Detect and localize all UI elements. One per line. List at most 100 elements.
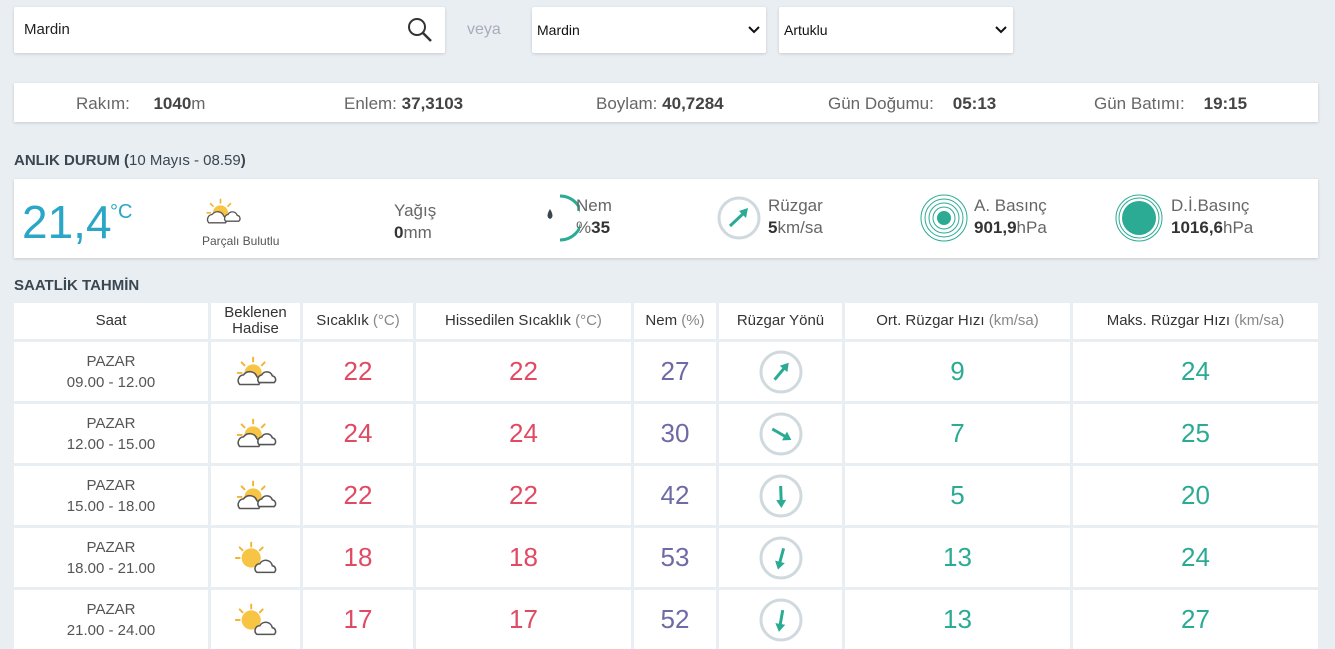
humidity-cell: 53: [634, 528, 716, 587]
search-box[interactable]: Mardin: [14, 7, 445, 53]
time-range: 21.00 - 24.00: [66, 621, 156, 639]
time-text: PAZAR 15.00 - 18.00: [67, 475, 155, 517]
wind-avg-cell: 5: [845, 466, 1070, 525]
wind-max: 24: [1181, 542, 1210, 572]
time-cell: PAZAR 15.00 - 18.00: [14, 466, 208, 525]
column-unit: (°C): [372, 312, 400, 329]
header-cell: Hissedilen Sıcaklık (°C): [416, 303, 631, 339]
wind-avg-cell: 13: [845, 590, 1070, 649]
header-text: Sıcaklık (°C): [316, 313, 400, 329]
wind-max-cell: 20: [1073, 466, 1318, 525]
info-item: Enlem: 37,3103: [344, 94, 464, 113]
time-text: PAZAR 21.00 - 24.00: [67, 599, 155, 641]
weather-icon: [232, 416, 280, 452]
time-range: 12.00 - 15.00: [66, 435, 156, 453]
district-value: Artuklu: [784, 22, 828, 38]
header-text: Saat: [96, 313, 127, 329]
wind-max-cell: 27: [1073, 590, 1318, 649]
time-cell: PAZAR 12.00 - 15.00: [14, 404, 208, 463]
search-input[interactable]: Mardin: [24, 21, 70, 38]
feels-cell: 17: [416, 590, 631, 649]
weather-icon: [232, 540, 280, 576]
chevron: [748, 26, 760, 34]
info-item: Boylam: 40,7284: [596, 94, 724, 113]
feels-cell: 22: [416, 342, 631, 401]
wind-icon: [717, 196, 761, 240]
temperature-unit: °C: [110, 201, 133, 223]
wind-avg: 13: [943, 542, 972, 572]
time-range: 15.00 - 18.00: [66, 497, 156, 515]
feels-like: 22: [509, 480, 538, 510]
humidity: 27: [660, 356, 690, 386]
icon-cell: [211, 590, 300, 649]
icon-cell: [211, 528, 300, 587]
wind-avg-cell: 9: [845, 342, 1070, 401]
humidity: 42: [660, 480, 690, 510]
temp-cell: 22: [303, 466, 413, 525]
wind-avg: 7: [950, 418, 965, 448]
wind-direction: [759, 350, 802, 393]
current-panel: 21,4 °C Parçalı Bulutlu Yağış 0mm Nem %35 …: [14, 179, 1318, 258]
header-text: Nem (%): [645, 313, 704, 329]
day: PAZAR: [86, 476, 136, 494]
district-select[interactable]: Artuklu: [779, 7, 1013, 53]
header-cell: Sıcaklık (°C): [303, 303, 413, 339]
header-text: Ort. Rüzgar Hızı (km/sa): [876, 313, 1039, 329]
time-text: PAZAR 18.00 - 21.00: [67, 537, 155, 579]
wind-dir-cell: [719, 404, 842, 463]
column-name: Ort. Rüzgar Hızı: [876, 312, 985, 329]
column-name: Hissedilen Sıcaklık: [445, 312, 571, 329]
column-name: Sıcaklık: [316, 312, 369, 329]
wind-max: 25: [1181, 418, 1210, 448]
column-unit: (%): [681, 312, 705, 329]
icon-cell: [211, 466, 300, 525]
feels-like: 22: [509, 356, 538, 386]
wind-direction: [759, 474, 802, 517]
province-value: Mardin: [537, 22, 580, 38]
day: PAZAR: [86, 538, 136, 556]
pressure-icon: [920, 194, 968, 242]
feels-like: 24: [509, 418, 538, 448]
info-item: Rakım: 1040m: [76, 94, 206, 113]
province-select[interactable]: Mardin: [532, 7, 766, 53]
header-text: Hissedilen Sıcaklık (°C): [445, 313, 602, 329]
current-heading: ANLIK DURUM (10 Mayıs - 08.59): [14, 152, 246, 169]
pressure: A. Basınç 901,9hPa: [974, 196, 1047, 237]
icon-cell: [211, 404, 300, 463]
wind-direction: [759, 536, 802, 579]
icon-cell: [211, 342, 300, 401]
search-icon[interactable]: [407, 17, 433, 43]
time-cell: PAZAR 18.00 - 21.00: [14, 528, 208, 587]
temperature: 24: [343, 418, 373, 448]
day: PAZAR: [86, 352, 136, 370]
wind-direction: [759, 412, 802, 455]
hourly-table: Saat Beklenen Hadise Sıcaklık (°C) Hissedil…: [14, 303, 1318, 649]
wind-avg: 13: [943, 604, 972, 634]
temp-cell: 24: [303, 404, 413, 463]
header-text: Beklenen Hadise: [219, 305, 293, 337]
humidity: Nem %35: [576, 196, 612, 237]
feels-like: 18: [509, 542, 538, 572]
wind-max-cell: 25: [1073, 404, 1318, 463]
sea-pressure-icon: [1115, 194, 1163, 242]
humidity-icon: [547, 194, 580, 242]
wind-max: 27: [1181, 604, 1210, 634]
day: PAZAR: [86, 414, 136, 432]
header-cell: Maks. Rüzgar Hızı (km/sa): [1073, 303, 1318, 339]
header-cell: Rüzgar Yönü: [719, 303, 842, 339]
temperature: 22: [343, 480, 373, 510]
page: Mardin veya Mardin Artuklu Rakım: 1040m …: [14, 7, 1318, 649]
feels-cell: 18: [416, 528, 631, 587]
wind-max-cell: 24: [1073, 528, 1318, 587]
wind-max-cell: 24: [1073, 342, 1318, 401]
humidity-cell: 30: [634, 404, 716, 463]
wind-avg: 9: [950, 356, 965, 386]
temp-cell: 17: [303, 590, 413, 649]
column-name: Beklenen Hadise: [224, 304, 287, 337]
humidity: 53: [660, 542, 690, 572]
header-cell: Ort. Rüzgar Hızı (km/sa): [845, 303, 1070, 339]
wind-max: 24: [1181, 356, 1210, 386]
wind-avg-cell: 7: [845, 404, 1070, 463]
wind-direction: [759, 598, 802, 641]
humidity-cell: 27: [634, 342, 716, 401]
